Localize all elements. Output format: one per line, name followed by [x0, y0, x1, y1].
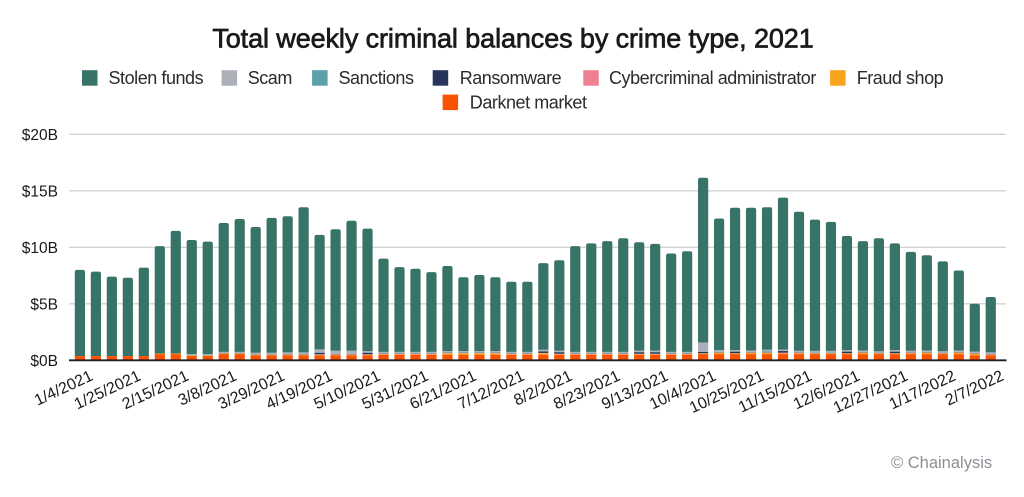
svg-text:$5B: $5B [30, 296, 58, 313]
svg-text:Ransomware: Ransomware [460, 68, 562, 88]
svg-text:Sanctions: Sanctions [339, 68, 414, 88]
svg-text:$20B: $20B [22, 127, 58, 144]
svg-text:Darknet market: Darknet market [470, 93, 587, 113]
svg-text:$10B: $10B [22, 240, 58, 257]
svg-text:Fraud shop: Fraud shop [857, 68, 944, 88]
svg-text:Scam: Scam [248, 68, 292, 88]
svg-text:Cybercriminal administrator: Cybercriminal administrator [609, 68, 816, 88]
svg-text:Stolen funds: Stolen funds [109, 68, 204, 88]
svg-text:© Chainalysis: © Chainalysis [891, 454, 992, 472]
svg-text:$0B: $0B [30, 353, 58, 370]
svg-text:$15B: $15B [22, 183, 58, 200]
svg-text:Total weekly criminal balances: Total weekly criminal balances by crime … [212, 23, 813, 53]
